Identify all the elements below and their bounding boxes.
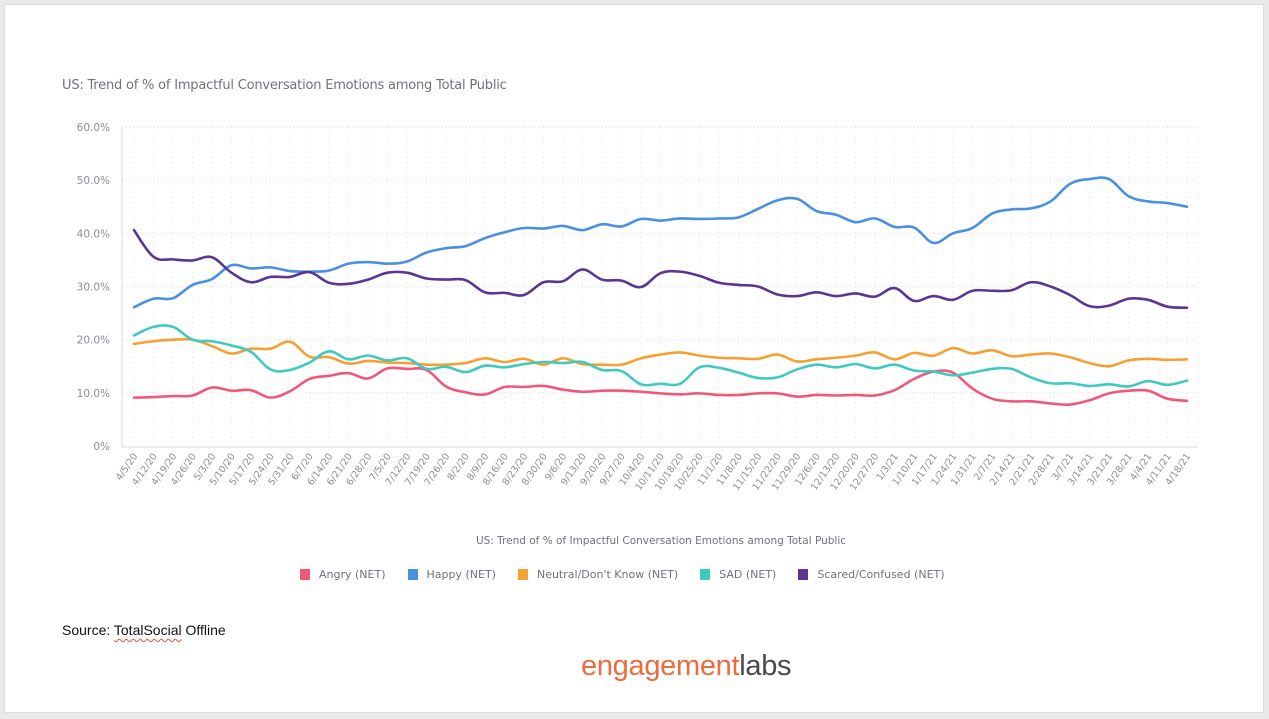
legend-swatch xyxy=(517,569,528,580)
y-tick-label: 10.0% xyxy=(77,388,110,400)
series-points-sad-net xyxy=(133,326,1189,388)
legend-swatch xyxy=(407,569,418,580)
logo-part-2: labs xyxy=(739,650,792,682)
legend-swatch xyxy=(700,569,711,580)
y-tick-label: 30.0% xyxy=(77,282,110,294)
source-note: Source: TotalSocial Offline xyxy=(62,622,226,638)
y-tick-label: 0% xyxy=(93,441,110,453)
legend-swatch xyxy=(798,569,809,580)
legend-label: Scared/Confused (NET) xyxy=(817,568,945,581)
source-prefix: Source: xyxy=(62,622,114,638)
series-line-sad-net xyxy=(132,324,1189,388)
engagement-labs-logo: engagementlabs xyxy=(581,650,792,683)
source-name: TotalSocial xyxy=(113,622,182,638)
y-tick-label: 40.0% xyxy=(77,228,110,240)
y-axis: 0% 10.0% 20.0% 30.0% 40.0% 50.0% 60.0% xyxy=(77,122,110,453)
legend-item[interactable]: Neutral/Don't Know (NET) xyxy=(517,568,679,581)
legend-item[interactable]: SAD (NET) xyxy=(700,568,776,581)
y-tick-label: 20.0% xyxy=(77,335,110,347)
logo-part-1: engagement xyxy=(581,650,740,682)
chart-legend: Angry (NET) Happy (NET) Neutral/Don't Know… xyxy=(300,568,945,581)
chart-title: US: Trend of % of Impactful Conversation… xyxy=(62,78,507,93)
y-tick-label: 60.0% xyxy=(77,122,110,134)
chart-series xyxy=(132,176,1189,406)
series-line-neutral-don-t-know-net xyxy=(132,337,1189,368)
legend-item[interactable]: Happy (NET) xyxy=(407,568,496,581)
legend-label: SAD (NET) xyxy=(719,568,777,581)
series-line-angry-net xyxy=(132,366,1189,406)
legend-label: Happy (NET) xyxy=(426,568,496,581)
legend-item[interactable]: Scared/Confused (NET) xyxy=(798,568,945,581)
legend-item[interactable]: Angry (NET) xyxy=(300,568,386,581)
slide xyxy=(4,4,1264,713)
legend-label: Angry (NET) xyxy=(319,568,386,581)
y-tick-label: 50.0% xyxy=(77,175,110,187)
legend-label: Neutral/Don't Know (NET) xyxy=(536,568,679,581)
x-axis-label: US: Trend of % of Impactful Conversation… xyxy=(475,535,847,547)
legend-swatch xyxy=(300,569,310,580)
x-axis: 4/5/204/12/204/19/204/26/205/3/205/10/20… xyxy=(114,451,1194,492)
source-suffix: Offline xyxy=(181,622,226,638)
chart-grid xyxy=(121,126,1199,448)
series-line-scared-confused-net xyxy=(132,228,1189,310)
